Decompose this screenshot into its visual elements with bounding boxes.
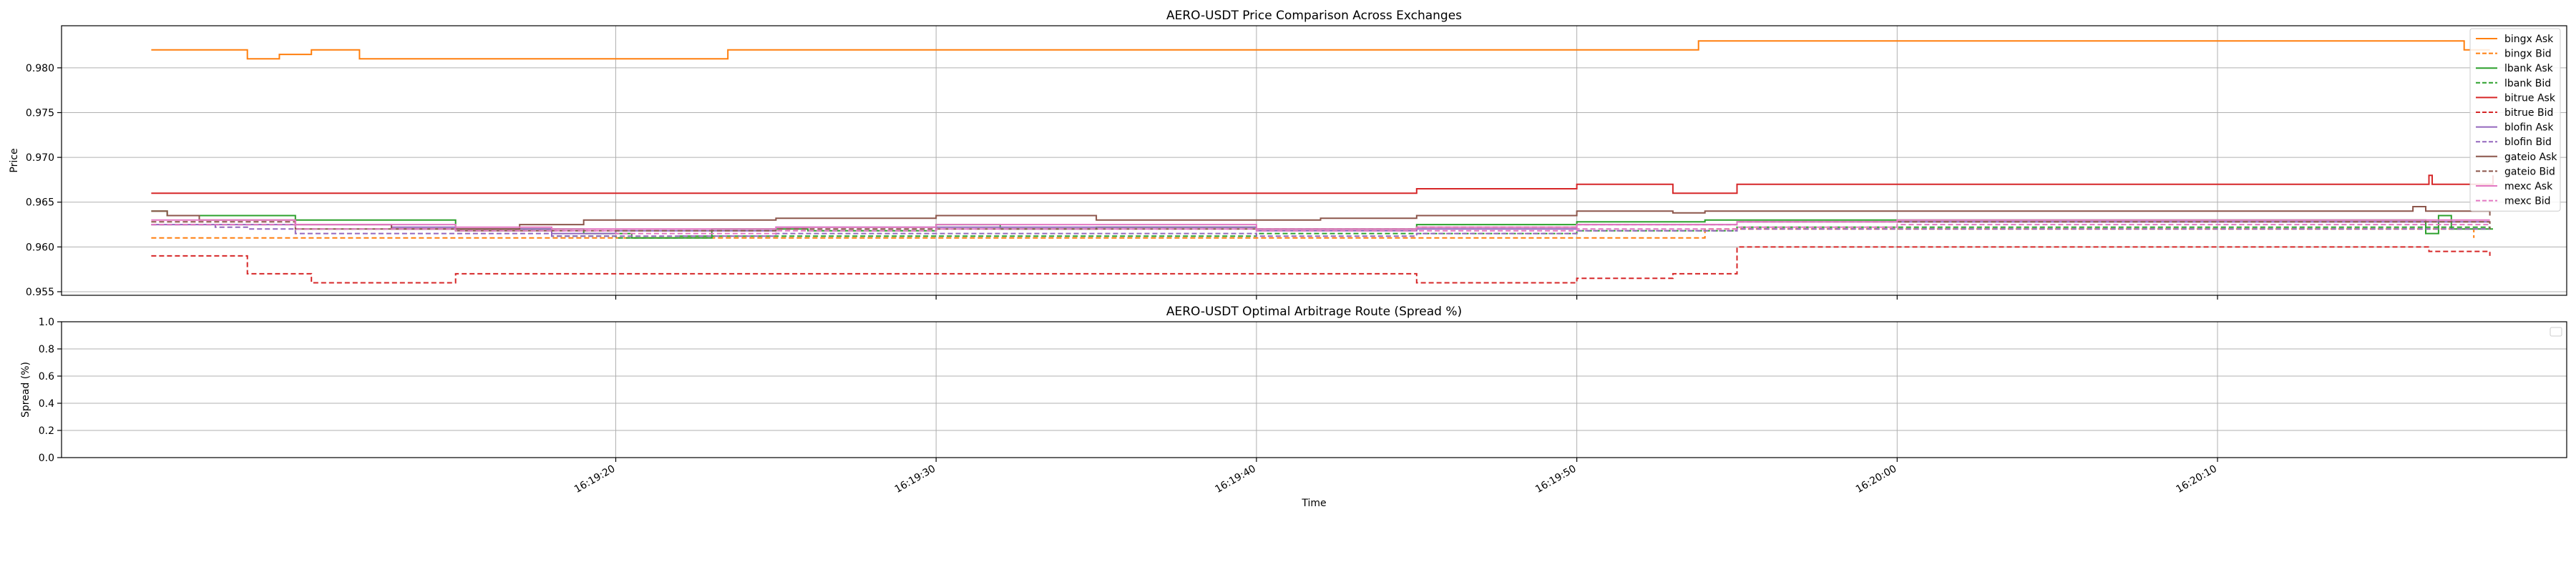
price-comparison-grid	[62, 26, 2567, 295]
spread-tick-label: 0.8	[39, 344, 54, 355]
legend-label: blofin Bid	[2504, 137, 2552, 148]
series-line-mexc-ask	[151, 219, 2490, 230]
legend-label: blofin Ask	[2504, 122, 2554, 134]
legend-label: gateio Bid	[2504, 166, 2555, 177]
spread-tick-label: 0.6	[39, 371, 54, 383]
price-comparison-plot-lines	[151, 40, 2494, 284]
price-legend: bingx Ask bingx Bid lbank Ask lbank Bid bitr…	[2469, 28, 2561, 212]
time-axis-label: Time	[1301, 498, 1326, 509]
price-comparison-axes: 0.955 0.960 0.965 0.970 0.975 0.980 AERO-USDT…	[9, 9, 2567, 300]
legend-label: bitrue Ask	[2504, 92, 2556, 104]
spread-axis-label: Spread (%)	[20, 362, 31, 418]
price-tick-label: 0.965	[26, 197, 54, 209]
legend-label: mexc Ask	[2504, 181, 2553, 192]
spread-tick-label: 0.4	[39, 398, 54, 410]
legend-label: mexc Bid	[2504, 196, 2551, 207]
spread-tick-label: 0.2	[39, 425, 54, 437]
legend-frame	[2469, 28, 2561, 212]
spread-legend-box	[2550, 327, 2562, 337]
spread-tick-label: 1.0	[39, 317, 54, 328]
price-comparison-frame	[61, 25, 2567, 296]
series-line-mexc-bid	[151, 224, 2490, 235]
price-tick-label: 0.975	[26, 107, 54, 119]
legend-label: bingx Ask	[2504, 34, 2554, 45]
price-tick-label: 0.960	[26, 242, 54, 253]
price-tick-label: 0.970	[26, 152, 54, 164]
legend-label: bingx Bid	[2504, 49, 2552, 60]
legend-label: lbank Ask	[2504, 63, 2554, 74]
spread-frame	[61, 321, 2567, 458]
series-line-bitrue-bid	[151, 246, 2491, 284]
legend-label: lbank Bid	[2504, 78, 2551, 89]
price-comparison-ticks: 0.955 0.960 0.965 0.970 0.975 0.980	[26, 63, 2218, 300]
price-comparison-title: AERO-USDT Price Comparison Across Exchan…	[1166, 9, 1462, 23]
series-line-bingx-ask	[151, 40, 2490, 60]
series-line-bingx-bid	[151, 228, 2475, 239]
legend-label: bitrue Bid	[2504, 107, 2553, 119]
spread-title: AERO-USDT Optimal Arbitrage Route (Sprea…	[1166, 305, 1462, 319]
series-line-bitrue-ask	[151, 174, 2494, 194]
price-axis-label: Price	[9, 148, 20, 172]
price-tick-label: 0.980	[26, 63, 54, 74]
series-line-blofin-bid	[151, 224, 2490, 237]
spread-tick-label: 0.0	[39, 453, 54, 464]
price-tick-label: 0.955	[26, 287, 54, 298]
legend-label: gateio Ask	[2504, 152, 2557, 163]
